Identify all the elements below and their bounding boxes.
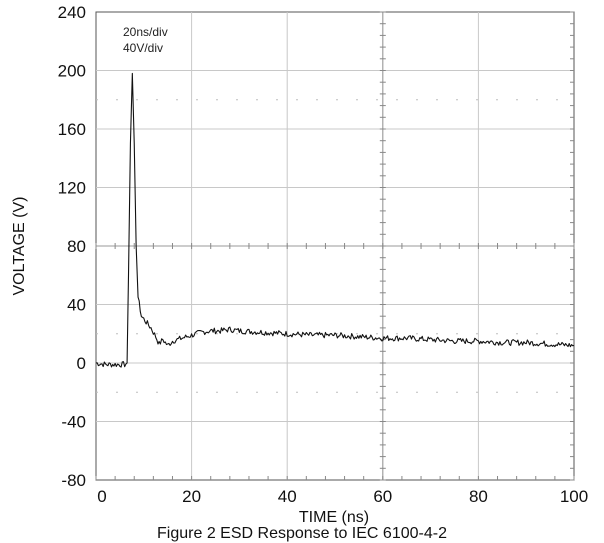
y-tick-label-6: 160: [58, 120, 86, 139]
y-tick-label-0: -80: [61, 471, 86, 490]
y-tick-label-2: 0: [77, 354, 86, 373]
series-line-0: [95, 72, 575, 368]
y-tick-label-3: 40: [67, 296, 86, 315]
y-tick-label-8: 240: [58, 3, 86, 22]
x-tick-label-5: 100: [560, 487, 588, 506]
x-tick-label-1: 20: [182, 487, 201, 506]
figure-caption: Figure 2 ESD Response to IEC 6100-4-2: [157, 525, 447, 542]
y-tick-label-5: 120: [58, 179, 86, 198]
annotation-timebase: 20ns/div: [123, 25, 168, 39]
series-group: [95, 72, 575, 368]
x-tick-labels: 0 20 40 60 80 100: [97, 487, 588, 506]
x-tick-label-0: 0: [97, 487, 106, 506]
ticks: [95, 11, 575, 481]
y-axis-label: VOLTAGE (V): [11, 197, 28, 296]
y-tick-label-7: 200: [58, 62, 86, 81]
x-axis-label: TIME (ns): [299, 509, 369, 526]
annotation-voltscale: 40V/div: [123, 41, 163, 55]
x-tick-label-3: 60: [373, 487, 392, 506]
y-tick-label-4: 80: [67, 237, 86, 256]
y-tick-labels: -80 -40 0 40 80 120 160 200 240: [58, 3, 86, 490]
x-tick-label-2: 40: [278, 487, 297, 506]
y-tick-label-1: -40: [61, 413, 86, 432]
x-tick-label-4: 80: [469, 487, 488, 506]
grid: [96, 12, 574, 480]
